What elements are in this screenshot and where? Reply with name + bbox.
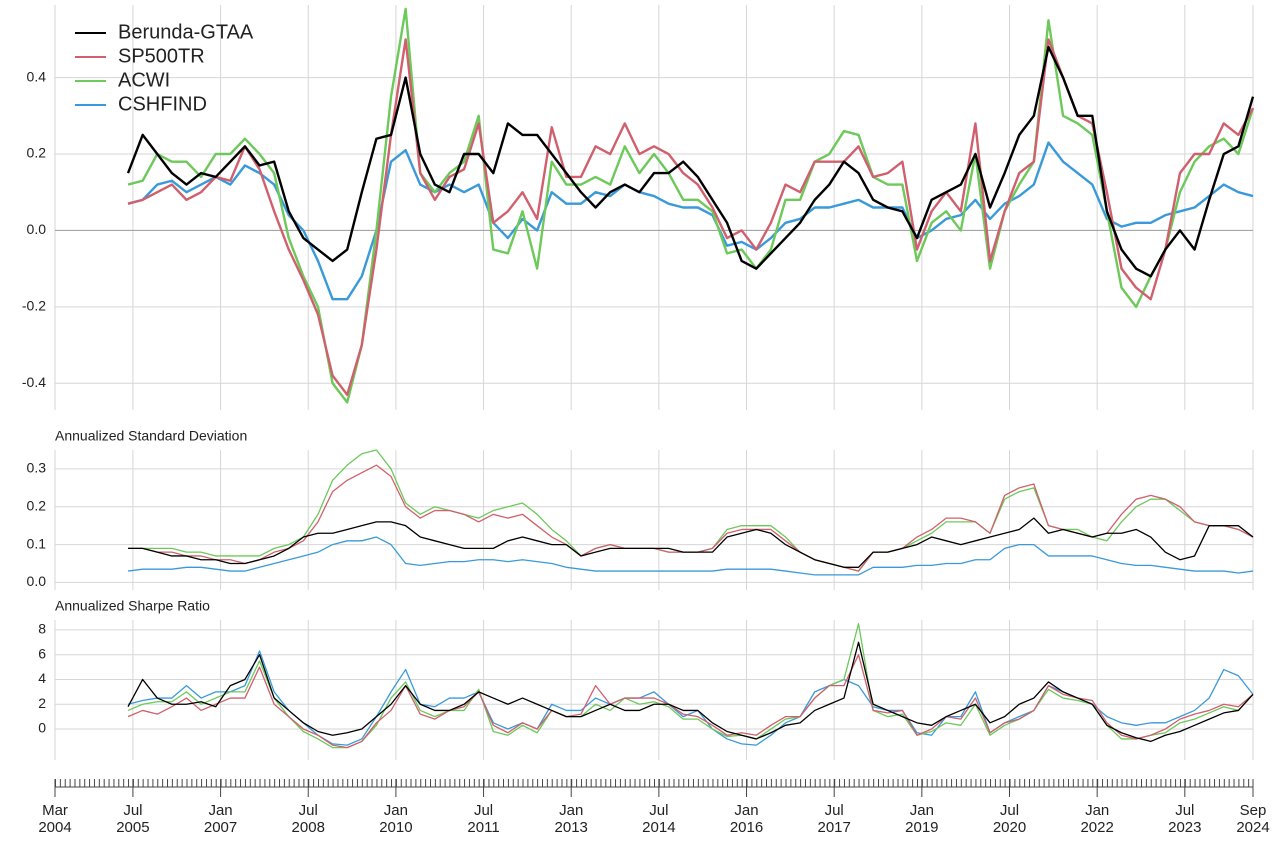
- series-line: [127, 536, 1254, 576]
- minor-ticks: [55, 779, 1253, 787]
- series-line: [127, 641, 1254, 743]
- series-line: [127, 7, 1255, 404]
- legend-label: CSHFIND: [118, 93, 207, 115]
- series-line: [127, 650, 1254, 746]
- y-tick-label: 0.2: [27, 145, 47, 161]
- x-tick-label: Jul 2023: [1168, 802, 1202, 836]
- x-tick-label: Jan 2013: [554, 802, 588, 836]
- y-tick-label: 0.0: [27, 221, 47, 237]
- x-tick-label: Jul 2020: [992, 802, 1027, 836]
- series-line: [127, 654, 1254, 749]
- series-line: [127, 38, 1255, 396]
- series-line: [127, 141, 1254, 301]
- y-tick-label: 4: [38, 670, 46, 686]
- x-tick-label: Sep 2024: [1236, 802, 1270, 836]
- y-tick-label: 0.3: [27, 460, 47, 476]
- y-tick-label: 0.4: [27, 68, 47, 84]
- x-tick-label: Jan 2010: [379, 802, 413, 836]
- y-tick-label: 0: [38, 720, 46, 736]
- series-line: [128, 449, 1254, 572]
- x-tick-label: Jul 2011: [467, 802, 500, 836]
- series-line: [128, 464, 1254, 572]
- panel-title: Annualized Standard Deviation: [55, 428, 247, 444]
- x-tick-label: Jul 2008: [291, 802, 325, 836]
- y-tick-label: -0.4: [22, 374, 46, 390]
- y-tick-label: 2: [38, 695, 46, 711]
- x-tick-label: Jan 2007: [203, 802, 238, 836]
- x-tick-label: Jan 2022: [1080, 802, 1114, 836]
- y-tick-label: 0.0: [27, 573, 47, 589]
- x-tick-label: Jan 2016: [729, 802, 764, 836]
- legend-label: SP500TR: [118, 45, 205, 67]
- y-tick-label: 0.2: [27, 497, 47, 513]
- x-tick-label: Jan 2019: [905, 802, 939, 836]
- legend-label: Berunda-GTAA: [118, 21, 254, 43]
- series-line: [128, 517, 1254, 568]
- panel-title: Annualized Sharpe Ratio: [55, 598, 210, 614]
- legend-label: ACWI: [118, 69, 170, 91]
- y-tick-label: 0.1: [27, 535, 47, 551]
- x-tick-label: Jul 2014: [642, 802, 676, 836]
- x-tick-label: Jul 2017: [817, 802, 851, 836]
- y-tick-label: 8: [38, 621, 46, 637]
- x-tick-label: Jul 2005: [116, 802, 150, 836]
- series-line: [126, 45, 1255, 278]
- y-tick-label: 6: [38, 645, 46, 661]
- x-tick-label: Mar 2004: [38, 802, 72, 836]
- y-tick-label: -0.2: [22, 298, 46, 314]
- series-line: [127, 623, 1254, 749]
